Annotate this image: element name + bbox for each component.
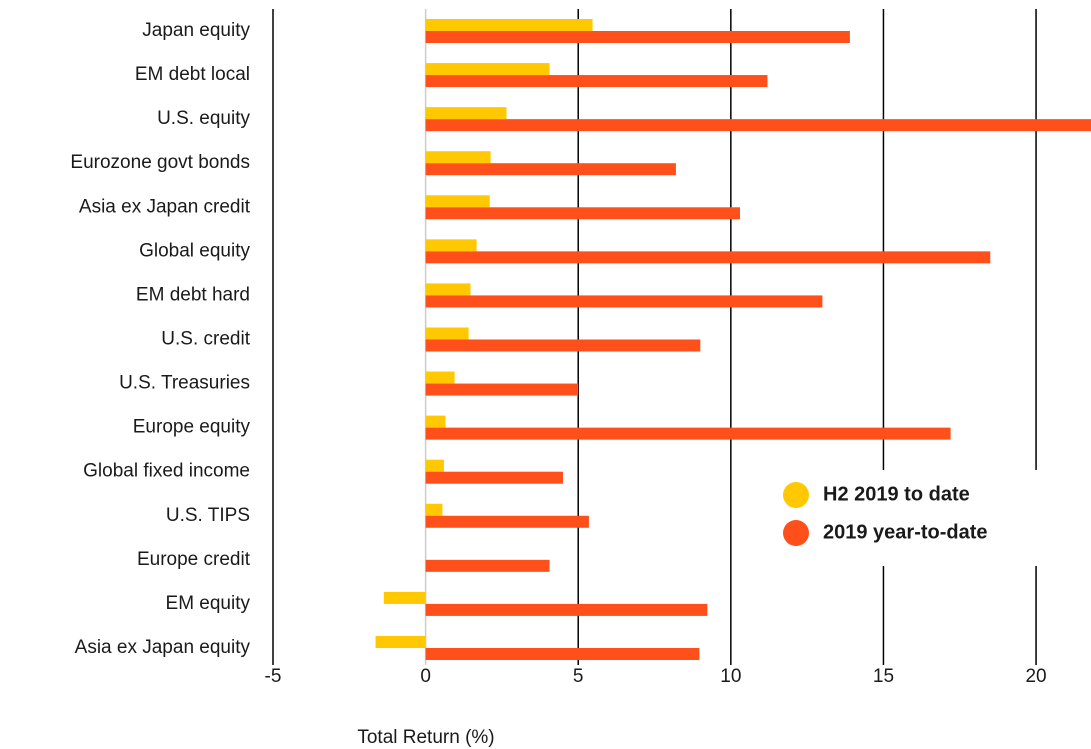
bar: [425, 163, 676, 176]
bar: [425, 327, 469, 340]
x-axis-title: Total Return (%): [357, 727, 494, 748]
x-tick-label: 10: [720, 666, 741, 687]
bar: [425, 647, 700, 660]
y-tick-label: Global fixed income: [83, 461, 250, 482]
y-tick-label: U.S. TIPS: [166, 505, 250, 526]
bar: [425, 559, 550, 572]
x-tick-label: 20: [1025, 666, 1046, 687]
y-tick-label: Japan equity: [142, 20, 250, 41]
bar: [425, 151, 491, 164]
bar: [425, 207, 740, 220]
bar: [425, 459, 444, 472]
y-tick-label: Global equity: [139, 240, 250, 261]
legend-label: H2 2019 to date: [823, 483, 970, 505]
bar: [425, 63, 550, 76]
bar: [425, 19, 593, 31]
y-tick-label: Eurozone govt bonds: [70, 152, 250, 173]
bar: [425, 283, 471, 296]
bar: [425, 295, 823, 308]
bar: [425, 119, 1091, 132]
y-tick-label: Europe credit: [137, 549, 251, 570]
legend-label: 2019 year-to-date: [823, 521, 988, 543]
bar: [425, 107, 507, 120]
bar: [375, 635, 426, 648]
bar: [425, 415, 446, 428]
bar: [425, 195, 490, 208]
legend-box: [762, 470, 1072, 566]
bar: [425, 603, 708, 616]
y-tick-label: U.S. Treasuries: [119, 373, 250, 394]
bar: [425, 31, 850, 43]
bar: [425, 239, 477, 252]
bar: [425, 339, 701, 352]
legend-marker: [783, 520, 809, 546]
x-tick-label: 5: [573, 666, 584, 687]
y-tick-label: EM equity: [166, 593, 251, 614]
y-tick-label: EM debt local: [135, 64, 250, 85]
x-tick-label: 15: [873, 666, 894, 687]
y-tick-label: U.S. equity: [157, 108, 250, 129]
legend-marker: [783, 482, 809, 508]
y-tick-label: Europe equity: [133, 417, 251, 438]
bar: [425, 515, 589, 528]
bar: [425, 383, 579, 396]
y-tick-label: Asia ex Japan credit: [79, 196, 251, 217]
bar: [425, 503, 443, 516]
bar: [425, 427, 951, 440]
bar: [383, 591, 426, 604]
bar: [425, 471, 563, 484]
y-tick-label: EM debt hard: [136, 284, 250, 305]
bar: [425, 371, 455, 384]
x-tick-label: -5: [265, 666, 282, 687]
bar: [425, 75, 768, 88]
bar: [425, 251, 991, 264]
y-tick-label: Asia ex Japan equity: [75, 637, 251, 658]
x-tick-label: 0: [420, 666, 431, 687]
y-tick-label: U.S. credit: [161, 329, 250, 350]
